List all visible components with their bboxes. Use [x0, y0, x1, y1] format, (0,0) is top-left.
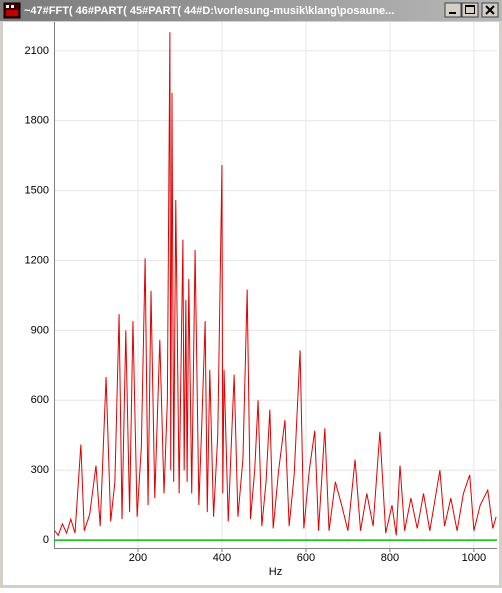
y-tick-label: 1800 — [25, 115, 49, 127]
minimize-button[interactable] — [444, 2, 462, 18]
x-tick-label: 200 — [129, 552, 147, 564]
y-tick-label: 1500 — [25, 185, 49, 197]
window-icon — [3, 2, 21, 19]
title-bar — [0, 0, 502, 21]
maximize-button[interactable] — [461, 2, 479, 18]
x-axis-label: Hz — [269, 566, 282, 578]
plot: 0 300 600 900 1200 1500 1800 2100 200 400 600 800 10… — [25, 22, 497, 578]
client-area — [3, 22, 499, 585]
x-tick-label: 400 — [213, 552, 231, 564]
y-tick-label: 300 — [31, 464, 49, 476]
window-title: ~47#FFT( 46#PART( 45#PART( 44#D:\vorlesu… — [24, 5, 394, 17]
y-tick-label: 900 — [31, 324, 49, 336]
y-tick-label: 1200 — [25, 254, 49, 266]
spectrum-line — [54, 32, 497, 537]
close-button[interactable] — [481, 2, 499, 18]
y-tick-label: 600 — [31, 394, 49, 406]
y-tick-label: 2100 — [25, 45, 49, 57]
x-tick-label: 600 — [297, 552, 315, 564]
x-tick-label: 800 — [381, 552, 399, 564]
x-tick-label: 1000 — [462, 552, 486, 564]
y-tick-label: 0 — [43, 534, 49, 546]
